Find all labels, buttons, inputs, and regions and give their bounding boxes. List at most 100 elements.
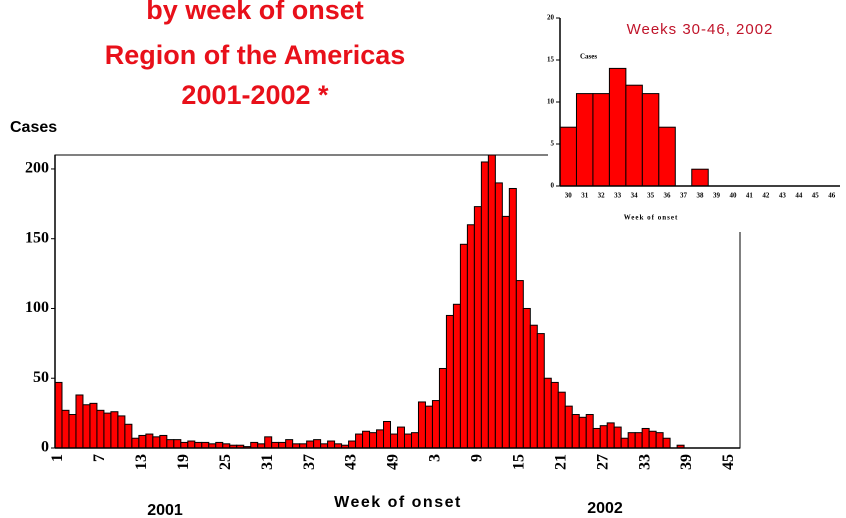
inset-y-label: Cases: [580, 53, 597, 61]
y-tick-label: 50: [33, 369, 49, 386]
bar: [376, 429, 385, 449]
bar: [369, 432, 378, 449]
bar: [152, 436, 161, 449]
x-tick-label: 40: [729, 192, 737, 200]
x-tick-label: 36: [664, 192, 672, 200]
bar: [592, 93, 610, 187]
bar: [625, 84, 643, 187]
x-tick-label: 1: [49, 454, 66, 462]
y-tick-label: 10: [547, 98, 555, 106]
bar: [250, 441, 259, 449]
bar: [557, 391, 566, 449]
bar: [613, 426, 622, 449]
bar: [691, 168, 709, 187]
x-tick-label: 31: [259, 454, 276, 470]
bar: [264, 436, 273, 449]
bar: [131, 437, 140, 449]
inset-x-label: Week of onset: [624, 214, 679, 222]
bar: [655, 432, 664, 449]
x-tick-label: 32: [598, 192, 606, 200]
bar: [608, 67, 627, 187]
x-tick-label: 13: [133, 454, 150, 470]
bar: [348, 440, 357, 449]
inset-title: Weeks 30-46, 2002: [627, 21, 774, 38]
bar: [313, 439, 322, 449]
bar: [68, 414, 77, 449]
x-tick-label: 45: [720, 454, 737, 470]
bar: [89, 402, 98, 449]
bar: [452, 303, 461, 449]
y-tick-label: 15: [547, 56, 555, 64]
bar: [271, 441, 280, 449]
chart-title: Region of the Americas: [105, 40, 406, 70]
bar: [515, 280, 524, 449]
bar: [648, 430, 657, 449]
bar: [355, 433, 364, 449]
x-tick-label: 21: [552, 454, 569, 470]
bar: [278, 441, 287, 449]
x-tick-label: 7: [91, 454, 108, 462]
bar: [578, 416, 587, 449]
x-axis-label: Week of onset: [334, 494, 462, 511]
x-tick-label: 27: [594, 454, 611, 470]
bar: [410, 432, 419, 449]
bar: [215, 441, 224, 449]
bar: [473, 206, 482, 449]
y-tick-label: 0: [41, 439, 49, 456]
x-tick-label: 43: [343, 454, 360, 470]
bar: [508, 187, 517, 449]
y-tick-label: 0: [551, 182, 555, 190]
bar: [173, 439, 182, 449]
bar: [103, 412, 112, 449]
bar: [658, 126, 676, 187]
bar: [159, 434, 168, 449]
bar: [575, 93, 594, 187]
bar: [501, 215, 510, 449]
x-tick-label: 43: [779, 192, 787, 200]
bar: [641, 427, 650, 449]
chart-title: by week of onset: [146, 0, 364, 25]
bar: [620, 437, 629, 449]
x-tick-label: 38: [697, 192, 705, 200]
bar: [397, 426, 405, 449]
bar: [522, 307, 531, 449]
bar: [634, 432, 643, 449]
bar: [194, 441, 203, 449]
x-tick-label: 41: [746, 192, 754, 200]
bar: [306, 440, 315, 449]
bar: [201, 441, 210, 449]
x-tick-label: 45: [812, 192, 820, 200]
y-tick-label: 200: [25, 160, 49, 177]
chart-title: 2001-2002 *: [181, 80, 329, 110]
x-tick-label: 33: [614, 192, 622, 200]
bar: [543, 377, 552, 449]
bar: [480, 161, 489, 449]
x-tick-label: 37: [680, 192, 688, 200]
bar: [627, 432, 636, 449]
bar: [124, 423, 133, 449]
bar: [599, 425, 608, 449]
x-tick-label: 35: [647, 192, 655, 200]
bar: [606, 422, 615, 449]
y-tick-label: 5: [551, 140, 555, 148]
bar: [383, 420, 392, 449]
x-tick-label: 31: [581, 192, 589, 200]
bar: [424, 405, 433, 449]
bar: [61, 409, 70, 449]
bar: [75, 394, 84, 449]
bar: [438, 367, 447, 449]
x-tick-label: 37: [301, 454, 318, 470]
bar: [285, 439, 294, 449]
bar: [180, 441, 189, 449]
y-axis-label: Cases: [10, 119, 57, 136]
bar: [459, 243, 468, 449]
bar: [110, 411, 119, 449]
x-tick-label: 44: [795, 192, 803, 200]
bar: [494, 182, 503, 449]
bar: [431, 400, 440, 449]
x-tick-label: 33: [636, 454, 653, 470]
bar: [662, 437, 671, 449]
bar: [550, 381, 559, 449]
annotation: 2001: [147, 502, 183, 518]
bar: [529, 324, 538, 449]
